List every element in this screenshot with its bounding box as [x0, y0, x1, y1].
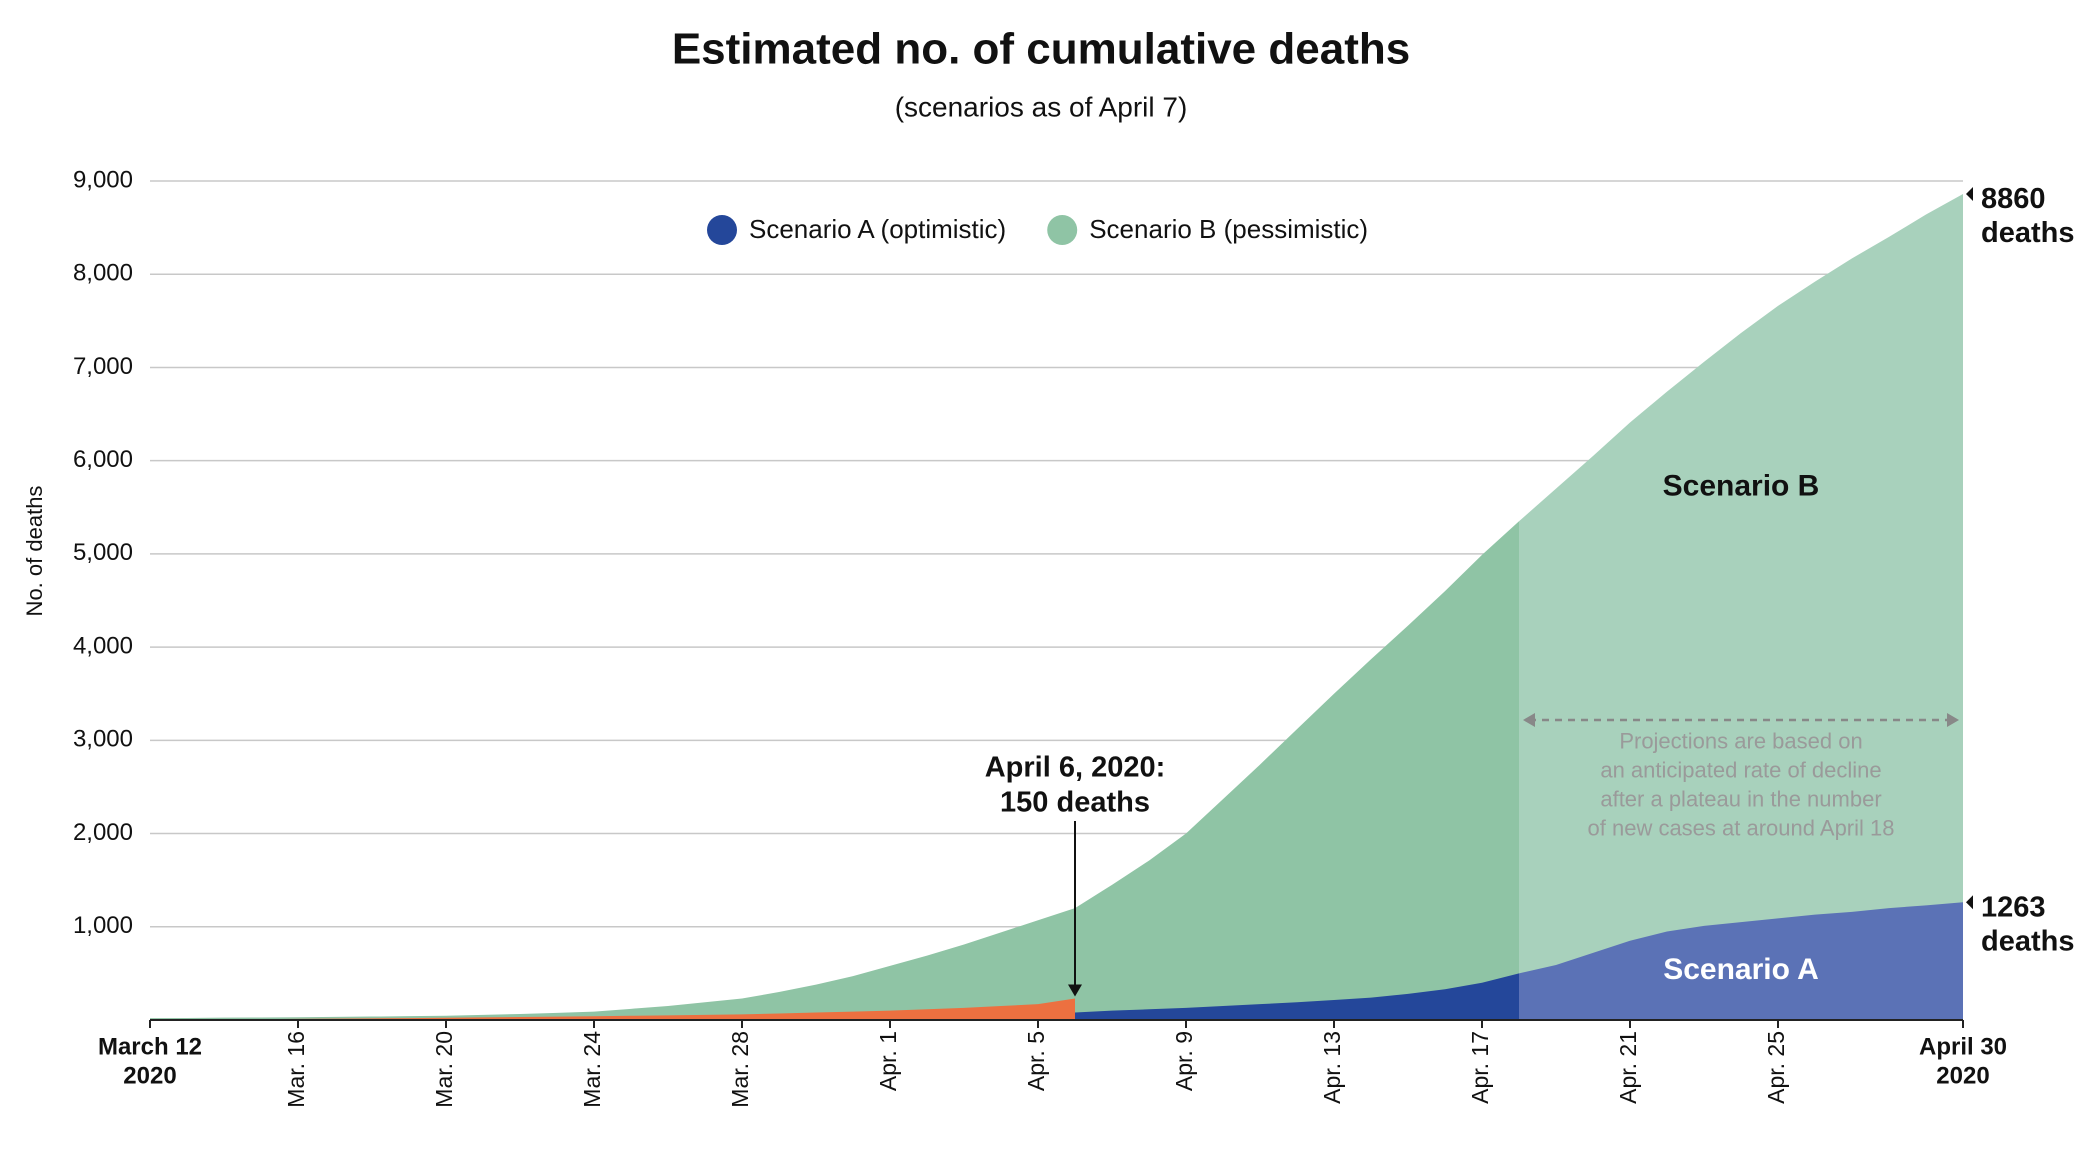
projected-area	[1519, 194, 1963, 1020]
x-tick-label: Apr. 25	[1763, 1031, 1789, 1104]
end-marker	[1966, 895, 1973, 910]
x-tick-label: March 12 2020	[98, 1034, 202, 1090]
projected-area	[1519, 902, 1963, 1020]
actual-area	[150, 998, 1075, 1020]
x-tick-label: Apr. 5	[1023, 1031, 1049, 1091]
end-marker	[1966, 187, 1973, 202]
area	[1075, 973, 1519, 1020]
x-tick-label: Apr. 9	[1171, 1031, 1197, 1091]
y-tick-label: 5,000	[73, 539, 133, 566]
x-tick-label: Apr. 21	[1615, 1031, 1641, 1104]
y-tick-label: 7,000	[73, 353, 133, 380]
arrow-head	[1947, 713, 1959, 727]
y-tick-label: 1,000	[73, 912, 133, 939]
x-tick-label: Mar. 20	[431, 1031, 457, 1108]
legend-marker	[707, 215, 737, 245]
y-tick-label: 4,000	[73, 632, 133, 659]
legend-label: Scenario B (pessimistic)	[1089, 214, 1368, 244]
x-tick-label: Mar. 24	[579, 1031, 605, 1108]
legend-marker	[1047, 215, 1078, 245]
x-tick-label: April 30 2020	[1919, 1034, 2007, 1090]
value-label: 1263 deaths	[1981, 891, 2074, 957]
arrow-head	[1068, 984, 1082, 997]
chart-title: Estimated no. of cumulative deaths	[672, 25, 1410, 74]
x-tick-label: Mar. 16	[283, 1031, 309, 1108]
value-label: 8860 deaths	[1981, 183, 2074, 249]
chart-subtitle: (scenarios as of April 7)	[895, 91, 1188, 122]
annotation: April 6, 2020: 150 deaths	[985, 751, 1166, 818]
x-tick-label: Apr. 13	[1319, 1031, 1345, 1104]
y-tick-label: 3,000	[73, 726, 133, 753]
area	[150, 521, 1519, 1020]
y-tick-label: 2,000	[73, 819, 133, 846]
projection-note: Projections are based on an anticipated r…	[1588, 728, 1895, 840]
x-tick-label: Apr. 17	[1467, 1031, 1493, 1104]
y-tick-label: 6,000	[73, 446, 133, 473]
area-label: Scenario B	[1663, 470, 1820, 503]
legend-label: Scenario A (optimistic)	[749, 214, 1006, 244]
area-label: Scenario A	[1663, 953, 1819, 986]
y-axis-label: No. of deaths	[22, 486, 47, 617]
y-tick-label: 9,000	[73, 166, 133, 193]
x-tick-label: Apr. 1	[875, 1031, 901, 1091]
x-tick-label: Mar. 28	[727, 1031, 753, 1108]
y-tick-label: 8,000	[73, 260, 133, 287]
arrow-head	[1523, 713, 1535, 727]
